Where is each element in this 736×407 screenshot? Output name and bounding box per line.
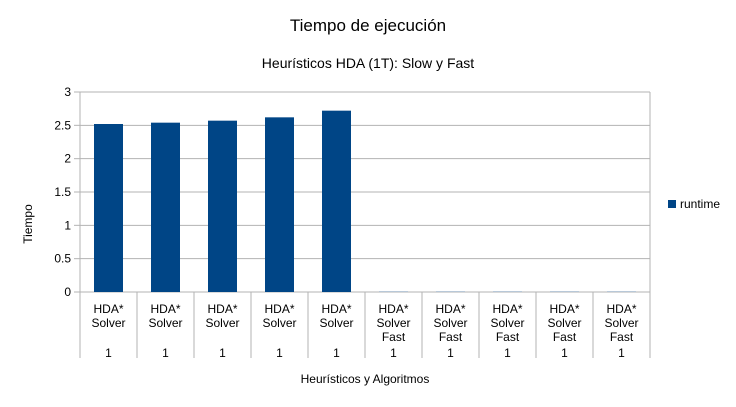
x-tick-label: HDA* [606,302,636,316]
x-tick-label: 1 [219,346,226,360]
y-tick-label: 0 [64,285,71,299]
x-tick-label: Fast [610,330,634,344]
x-tick-label: HDA* [93,302,123,316]
x-tick-label: HDA* [264,302,294,316]
x-tick-label: HDA* [378,302,408,316]
x-tick-label: Solver [604,316,638,330]
bar-runtime [379,291,408,292]
x-tick-label: Solver [376,316,410,330]
x-tick-label: 1 [561,346,568,360]
y-tick-label: 1 [64,218,71,232]
x-tick-label: Fast [553,330,577,344]
x-tick-label: Solver [433,316,467,330]
bar-runtime [436,291,465,292]
x-tick-label: 1 [618,346,625,360]
x-tick-label: HDA* [435,302,465,316]
x-tick-label: 1 [447,346,454,360]
x-tick-label: Fast [496,330,520,344]
x-tick-label: 1 [105,346,112,360]
y-tick-label: 3 [64,85,71,99]
x-tick-label: Solver [91,316,125,330]
x-tick-label: HDA* [150,302,180,316]
x-tick-label: HDA* [492,302,522,316]
y-axis-label: Tiempo [21,204,35,244]
x-tick-label: Solver [490,316,524,330]
bar-runtime [151,122,180,293]
y-tick-label: 2 [64,152,71,166]
bar-runtime [607,291,636,292]
legend-swatch-runtime [668,200,676,208]
bar-runtime [265,117,294,292]
x-tick-label: HDA* [207,302,237,316]
chart-title: Tiempo de ejecución [289,16,447,35]
x-tick-label: 1 [276,346,283,360]
x-tick-label: HDA* [549,302,579,316]
bar-runtime [94,124,123,292]
x-tick-label: 1 [162,346,169,360]
y-tick-label: 2.5 [54,118,71,132]
x-axis-label: Heurísticos y Algoritmos [300,372,430,386]
y-tick-label: 0.5 [54,252,71,266]
chart-subtitle: Heurísticos HDA (1T): Slow y Fast [261,55,475,71]
x-tick-label: 1 [333,346,340,360]
x-tick-label: Solver [148,316,182,330]
x-tick-label: 1 [504,346,511,360]
x-tick-label: 1 [390,346,397,360]
x-tick-label: Solver [205,316,239,330]
legend-label-runtime: runtime [680,197,721,211]
x-tick-label: Solver [262,316,296,330]
x-tick-label: Solver [319,316,353,330]
bar-runtime [322,110,351,293]
x-tick-label: HDA* [321,302,351,316]
x-tick-label: Solver [547,316,581,330]
y-tick-label: 1.5 [54,185,71,199]
legend: runtime [668,197,720,211]
bar-runtime [208,120,237,293]
x-tick-label: Fast [382,330,406,344]
bar-runtime [493,291,522,292]
x-tick-label: Fast [439,330,463,344]
bar-runtime [550,291,579,292]
